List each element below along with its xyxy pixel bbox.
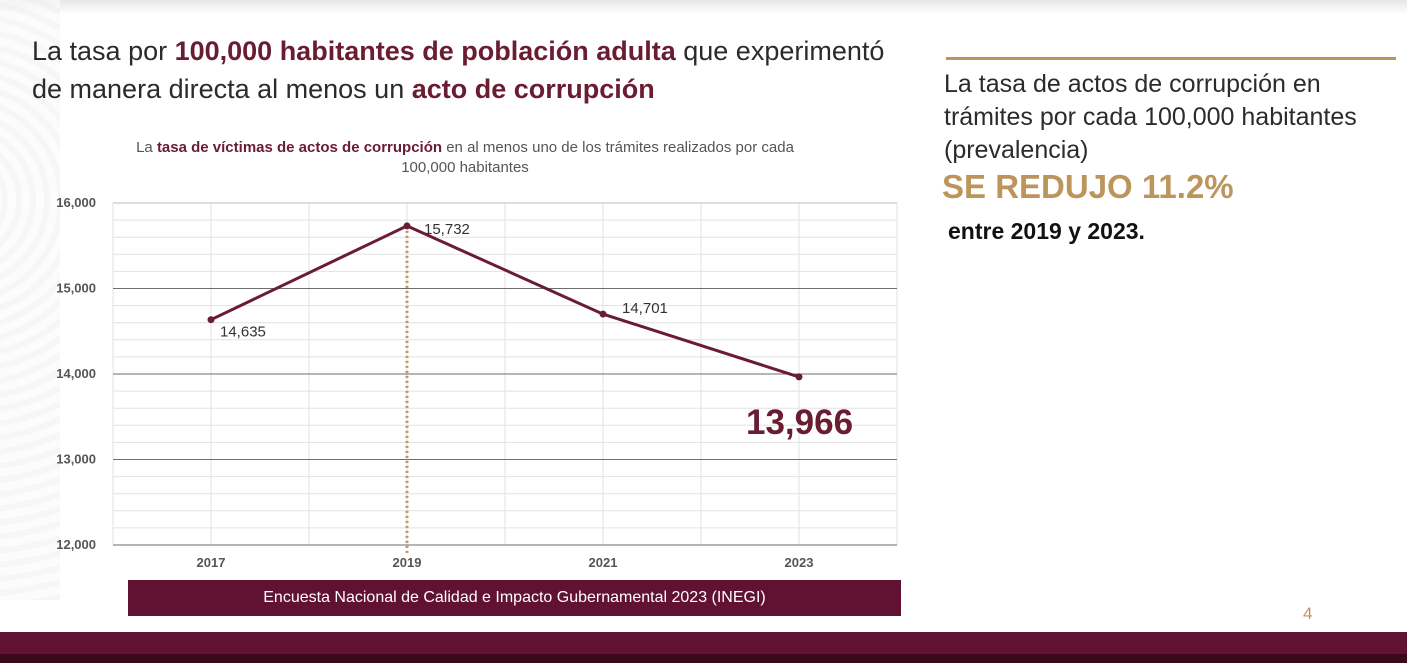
x-tick-label: 2023 <box>785 555 814 570</box>
data-point <box>207 316 215 324</box>
x-tick-label: 2021 <box>589 555 618 570</box>
data-point <box>403 222 411 230</box>
data-label: 14,635 <box>220 324 266 341</box>
y-tick-label: 12,000 <box>56 537 96 552</box>
y-tick-label: 14,000 <box>56 366 96 381</box>
data-label: 15,732 <box>424 221 470 238</box>
headline-bold1: 100,000 habitantes de población adulta <box>174 36 676 66</box>
y-tick-label: 15,000 <box>56 281 96 296</box>
headline: La tasa por 100,000 habitantes de poblac… <box>32 32 912 108</box>
headline-part2: que experimentó de manera directa al men… <box>32 36 885 104</box>
headline-part1: La tasa por <box>32 36 175 66</box>
data-point <box>599 310 607 318</box>
y-tick-label: 13,000 <box>56 452 96 467</box>
source-bar: Encuesta Nacional de Calidad e Impacto G… <box>128 580 901 616</box>
y-tick-label: 16,000 <box>56 195 96 210</box>
series-line <box>210 224 800 379</box>
data-label: 14,701 <box>622 300 668 317</box>
headline-bold2: acto de corrupción <box>411 74 655 104</box>
x-tick-label: 2017 <box>197 555 226 570</box>
period-text: entre 2019 y 2023. <box>948 218 1145 244</box>
top-fade <box>0 0 1407 14</box>
chart-title: La tasa de víctimas de actos de corrupci… <box>110 138 820 178</box>
bottom-band <box>0 632 1407 663</box>
chart-title-bold: tasa de víctimas de actos de corrupción <box>156 139 443 156</box>
page-number: 4 <box>1303 604 1313 623</box>
background-pattern <box>0 0 60 600</box>
data-label-emphasized: 13,966 <box>746 403 853 442</box>
chart-title-part2: en al menos uno de los trámites realizad… <box>401 139 794 176</box>
chart-title-part1: La <box>136 139 157 156</box>
right-divider <box>946 57 1396 60</box>
right-description: La tasa de actos de corrupción en trámit… <box>944 70 1357 164</box>
x-tick-label: 2019 <box>393 555 422 570</box>
reduction-highlight: SE REDUJO 11.2% <box>942 168 1234 205</box>
data-point <box>795 373 803 381</box>
